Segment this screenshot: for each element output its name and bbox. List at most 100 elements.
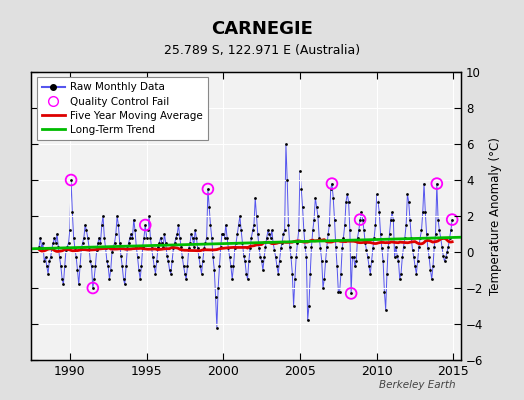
Point <box>67 177 75 183</box>
Point <box>366 270 375 277</box>
Point <box>348 254 357 261</box>
Point <box>410 254 418 261</box>
Point <box>232 240 240 246</box>
Point <box>86 258 94 264</box>
Point <box>342 198 350 205</box>
Point <box>227 263 235 270</box>
Point <box>137 263 146 270</box>
Point <box>59 281 68 288</box>
Point <box>35 243 43 250</box>
Point <box>151 270 160 277</box>
Point <box>433 180 441 187</box>
Point <box>119 276 128 282</box>
Point <box>250 222 258 228</box>
Point <box>38 245 46 252</box>
Point <box>420 180 428 187</box>
Point <box>444 243 453 250</box>
Point <box>172 234 180 241</box>
Point <box>261 243 270 250</box>
Point <box>143 234 151 241</box>
Point <box>310 216 318 223</box>
Point <box>266 234 275 241</box>
Point <box>170 240 179 246</box>
Point <box>422 231 431 237</box>
Point <box>36 234 45 241</box>
Point <box>401 234 409 241</box>
Point <box>283 177 291 183</box>
Point <box>179 263 188 270</box>
Point <box>384 243 392 250</box>
Point <box>132 243 140 250</box>
Point <box>90 276 99 282</box>
Point <box>333 263 341 270</box>
Point <box>289 303 298 309</box>
Point <box>79 240 87 246</box>
Point <box>91 263 100 270</box>
Point <box>241 258 249 264</box>
Point <box>49 240 57 246</box>
Point <box>74 281 83 288</box>
Point <box>374 198 382 205</box>
Point <box>199 258 207 264</box>
Point <box>257 258 266 264</box>
Point <box>216 243 225 250</box>
Point <box>136 276 144 282</box>
Point <box>271 254 280 261</box>
Point <box>201 240 210 246</box>
Point <box>64 240 73 246</box>
Point <box>326 186 335 192</box>
Y-axis label: Temperature Anomaly (°C): Temperature Anomaly (°C) <box>489 137 502 295</box>
Point <box>224 245 233 252</box>
Point <box>402 222 410 228</box>
Point <box>311 195 320 201</box>
Point <box>92 247 101 254</box>
Point <box>206 222 215 228</box>
Point <box>343 191 352 198</box>
Point <box>314 213 322 219</box>
Point <box>121 281 129 288</box>
Point <box>306 270 314 277</box>
Point <box>292 254 300 261</box>
Point <box>294 227 303 234</box>
Point <box>287 254 295 261</box>
Point <box>51 240 60 246</box>
Point <box>228 276 236 282</box>
Point <box>117 252 125 259</box>
Point <box>309 227 317 234</box>
Point <box>381 306 390 313</box>
Point <box>438 243 446 250</box>
Point <box>312 204 321 210</box>
Point <box>269 240 277 246</box>
Point <box>407 234 416 241</box>
Point <box>436 234 445 241</box>
Point <box>396 276 404 282</box>
Point <box>155 240 163 246</box>
Point <box>320 276 329 282</box>
Point <box>238 240 247 246</box>
Point <box>439 252 447 259</box>
Point <box>222 222 230 228</box>
Point <box>358 216 367 223</box>
Point <box>173 231 181 237</box>
Point <box>211 294 220 300</box>
Point <box>297 186 305 192</box>
Point <box>128 234 137 241</box>
Point <box>338 245 346 252</box>
Point <box>225 254 234 261</box>
Point <box>83 234 92 241</box>
Point <box>168 258 176 264</box>
Point <box>152 258 161 264</box>
Point <box>41 254 50 261</box>
Point <box>365 263 373 270</box>
Point <box>58 276 67 282</box>
Point <box>95 234 103 241</box>
Point <box>200 245 208 252</box>
Point <box>351 263 359 270</box>
Point <box>448 216 456 223</box>
Point <box>376 231 385 237</box>
Point <box>111 240 119 246</box>
Point <box>177 243 185 250</box>
Point <box>270 247 279 254</box>
Point <box>398 254 407 261</box>
Point <box>355 227 363 234</box>
